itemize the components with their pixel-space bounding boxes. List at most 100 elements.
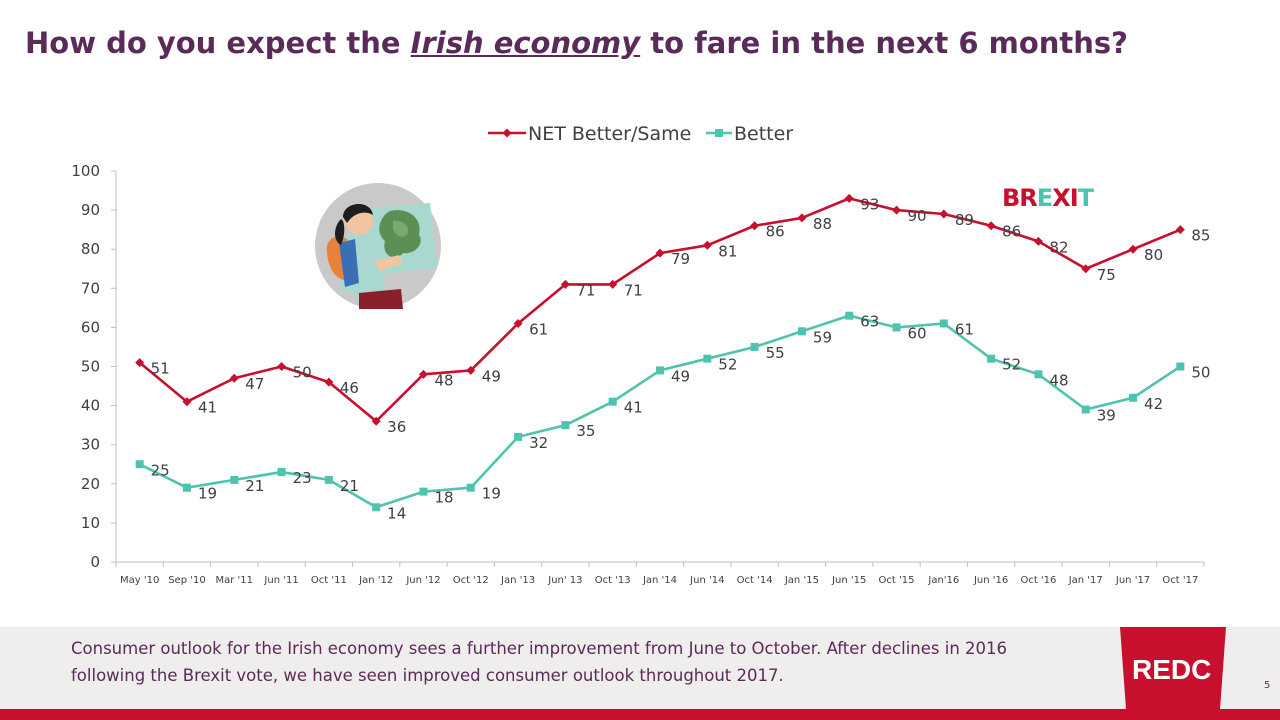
data-point [466, 365, 476, 375]
data-label: 47 [245, 375, 264, 393]
data-label: 52 [1002, 356, 1021, 374]
data-label: 79 [671, 250, 690, 268]
data-label: 59 [813, 328, 832, 346]
data-label: 18 [434, 489, 453, 507]
data-point [182, 397, 192, 407]
page-title: How do you expect the Irish economy to f… [25, 26, 1128, 60]
x-tick-label: Oct '11 [311, 575, 347, 586]
data-point [939, 319, 948, 328]
data-label: 52 [718, 356, 737, 374]
data-point [1033, 236, 1043, 246]
y-tick-label: 10 [81, 514, 100, 532]
x-tick-label: Jun '16 [973, 575, 1008, 586]
x-tick-label: Jan'16 [927, 575, 959, 586]
x-tick-label: Oct '12 [453, 575, 489, 586]
data-label: 25 [151, 461, 170, 479]
brexit-badge: BREXIT [1002, 184, 1094, 212]
x-tick-label: Sep '10 [168, 575, 206, 586]
data-label: 86 [766, 223, 785, 241]
data-point [845, 311, 854, 320]
data-label: 86 [1002, 223, 1021, 241]
data-point [230, 475, 239, 484]
footer-commentary: Consumer outlook for the Irish economy s… [71, 639, 1008, 685]
data-label: 41 [624, 399, 643, 417]
data-label: 19 [198, 485, 217, 503]
data-label: 46 [340, 379, 359, 397]
data-label: 80 [1144, 246, 1163, 264]
data-point [1129, 393, 1138, 402]
data-label: 71 [624, 281, 643, 299]
data-label: 75 [1097, 266, 1116, 284]
redc-logo: REDC [1120, 627, 1226, 709]
x-tick-label: Jan '17 [1068, 575, 1103, 586]
data-label: 50 [1191, 364, 1210, 382]
x-tick-label: Jan '13 [500, 575, 535, 586]
data-label: 85 [1191, 227, 1210, 245]
brexit-letter: R [1019, 184, 1038, 212]
data-label: 32 [529, 434, 548, 452]
brexit-letter: T [1077, 184, 1094, 212]
data-label: 49 [482, 367, 501, 385]
footer-panel: Consumer outlook for the Irish economy s… [0, 627, 1280, 709]
y-tick-label: 30 [81, 436, 100, 454]
y-tick-label: 0 [90, 553, 100, 571]
data-label: 89 [955, 211, 974, 229]
data-label: 71 [576, 281, 595, 299]
data-point [1128, 244, 1138, 254]
x-tick-label: Mar '11 [215, 575, 253, 586]
data-point [702, 240, 712, 250]
data-label: 61 [955, 320, 974, 338]
data-label: 88 [813, 215, 832, 233]
data-label: 21 [245, 477, 264, 495]
data-point [419, 487, 428, 496]
data-label: 35 [576, 422, 595, 440]
data-point [797, 327, 806, 336]
brexit-letter: X [1052, 184, 1070, 212]
data-label: 21 [340, 477, 359, 495]
page-number: 5 [1264, 680, 1271, 691]
legend-label: Better [734, 123, 793, 145]
bottom-bar [0, 709, 1280, 720]
data-label: 36 [387, 418, 406, 436]
line-chart: 0 10 20 30 40 50 60 70 80 90 100 May '10 Sep '10 Mar … [71, 123, 1210, 586]
data-point [1176, 362, 1185, 371]
x-tick-label: Jun' 13 [547, 575, 582, 586]
data-point [513, 318, 523, 328]
data-label: 48 [434, 371, 453, 389]
brexit-letter: B [1002, 184, 1020, 212]
brexit-letter: E [1036, 184, 1053, 212]
data-label: 81 [718, 242, 737, 260]
x-tick-label: Oct '16 [1020, 575, 1056, 586]
data-point [987, 354, 996, 363]
y-tick-label: 80 [81, 240, 100, 258]
data-point [797, 213, 807, 223]
data-label: 55 [766, 344, 785, 362]
data-point [514, 432, 523, 441]
series-line-net-better-same [138, 197, 1181, 423]
data-point [561, 421, 570, 430]
data-point [277, 468, 286, 477]
x-tick-label: May '10 [120, 575, 159, 586]
data-point [892, 323, 901, 332]
brexit-letter: I [1069, 184, 1079, 212]
data-point [466, 483, 475, 492]
y-tick-label: 20 [81, 475, 100, 493]
data-label: 50 [293, 364, 312, 382]
data-point [703, 354, 712, 363]
x-tick-label: Jun '15 [831, 575, 866, 586]
data-point [892, 205, 902, 215]
data-point [844, 193, 854, 203]
x-tick-label: Jun '14 [689, 575, 724, 586]
data-point [371, 416, 381, 426]
x-tick-label: Jun '12 [405, 575, 440, 586]
x-tick-label: Oct '13 [595, 575, 631, 586]
y-tick-label: 60 [81, 318, 100, 336]
data-label: 14 [387, 504, 406, 522]
data-point [608, 279, 618, 289]
data-point [1034, 370, 1043, 379]
data-point [324, 377, 334, 387]
data-point [750, 221, 760, 231]
data-label: 82 [1049, 238, 1068, 256]
data-label: 49 [671, 367, 690, 385]
y-tick-label: 40 [81, 397, 100, 415]
